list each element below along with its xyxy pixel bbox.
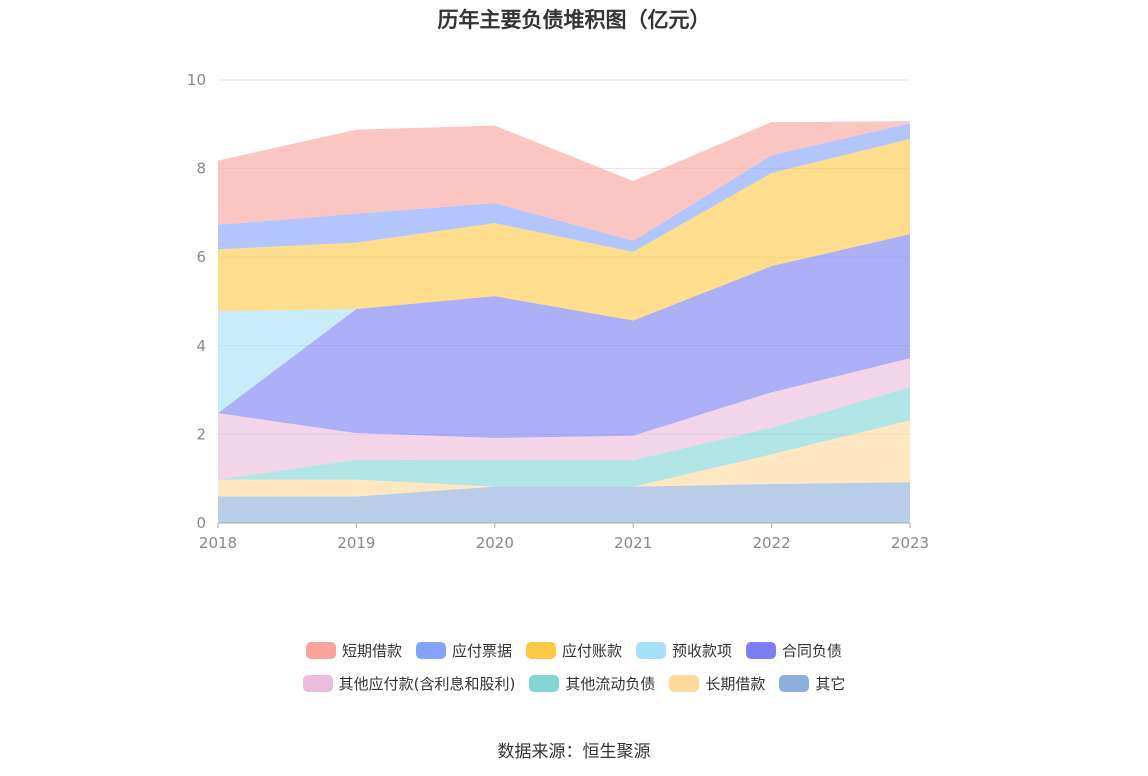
legend-swatch	[302, 675, 333, 692]
area-series	[218, 121, 910, 523]
y-tick-label: 6	[196, 248, 206, 266]
x-tick-label: 2020	[476, 534, 514, 552]
legend-label: 短期借款	[341, 642, 402, 660]
y-tick-label: 0	[196, 514, 206, 532]
x-tick-label: 2023	[891, 534, 929, 552]
area-series-7[interactable]	[218, 123, 910, 252]
y-tick-label: 8	[196, 160, 206, 178]
legend-label: 应付票据	[451, 642, 512, 660]
area-series-0[interactable]	[218, 482, 910, 523]
legend-item[interactable]: 合同负债	[746, 640, 842, 661]
legend-item[interactable]: 其他流动负债	[529, 673, 655, 694]
legend-row-1: 短期借款 应付票据 应付账款 预收款项 合同负债	[0, 640, 1148, 661]
chart-area: 0 2 4 6 8 10 2018 2019 2020 2021 2022 2023	[187, 71, 929, 552]
x-tick-label: 2019	[337, 534, 375, 552]
legend-swatch	[525, 642, 556, 659]
legend-swatch	[415, 642, 446, 659]
area-series-8[interactable]	[218, 121, 910, 241]
legend-label: 其他应付款(含利息和股利)	[338, 675, 516, 693]
area-series-6[interactable]	[218, 138, 910, 321]
x-tick-label: 2018	[199, 534, 237, 552]
legend-item[interactable]: 预收款项	[636, 640, 732, 661]
legend-label: 合同负债	[782, 642, 843, 660]
legend-item[interactable]: 其他应付款(含利息和股利)	[302, 673, 516, 694]
legend-item[interactable]: 应付票据	[415, 640, 512, 661]
y-tick-label: 4	[196, 337, 206, 355]
legend-item[interactable]: 其它	[779, 673, 845, 694]
x-tick-label: 2022	[753, 534, 791, 552]
legend-label: 长期借款	[705, 675, 766, 693]
legend-label: 应付账款	[561, 642, 622, 660]
legend-swatch	[305, 642, 336, 659]
area-series-3[interactable]	[218, 358, 910, 480]
legend-label: 其它	[815, 675, 846, 693]
area-series-4[interactable]	[218, 234, 910, 438]
legend-swatch	[669, 675, 700, 692]
legend-item[interactable]: 应付账款	[525, 640, 622, 661]
axes: 0 2 4 6 8 10 2018 2019 2020 2021 2022 2023	[187, 71, 929, 552]
legend-row-2: 其他应付款(含利息和股利) 其他流动负债 长期借款 其它	[0, 673, 1148, 694]
legend-swatch	[529, 675, 560, 692]
area-series-1[interactable]	[218, 420, 910, 497]
legend-item[interactable]: 短期借款	[305, 640, 402, 661]
chart-title: 历年主要负债堆积图（亿元）	[437, 8, 711, 32]
legend-item[interactable]: 长期借款	[669, 673, 765, 694]
legend-label: 预收款项	[672, 642, 733, 660]
legend-swatch	[636, 642, 666, 659]
legend-swatch	[779, 675, 810, 692]
legend-label: 其他流动负债	[565, 675, 656, 693]
y-tick-label: 2	[196, 425, 206, 443]
y-tick-label: 10	[187, 71, 206, 89]
x-tick-label: 2021	[614, 534, 652, 552]
area-series-2[interactable]	[218, 386, 910, 487]
source-text: 数据来源：恒生聚源	[497, 742, 651, 762]
legend-swatch	[746, 642, 777, 659]
